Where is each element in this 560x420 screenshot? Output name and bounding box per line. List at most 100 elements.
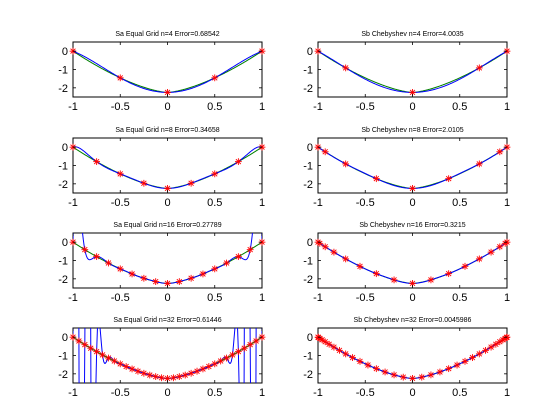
node-marker [175,278,183,285]
x-tick-label: -1 [313,387,323,399]
axes-frame [317,327,508,384]
node-marker [372,270,380,278]
node-marker [234,348,242,356]
node-marker [116,265,124,273]
node-marker [152,373,160,380]
node-marker [211,170,219,178]
y-tick-label: 0 [62,142,68,154]
x-tick-label: 0 [164,387,170,399]
y-tick-label: 0 [307,46,313,58]
node-marker [330,248,338,256]
x-tick-label: -0.5 [111,387,130,399]
x-tick-label: 0.5 [452,292,467,304]
x-tick-label: -0.5 [111,292,130,304]
node-marker [211,360,219,368]
y-tick-label: -2 [303,83,313,95]
node-marker [409,375,416,382]
y-tick-label: 0 [307,332,313,344]
chart-title: Sb Chebyshev n=8 Error=2.0105 [361,127,463,134]
node-marker [128,365,136,373]
x-tick-label: -0.5 [111,101,130,113]
x-tick-label: 0.5 [452,101,467,113]
y-tick-label: -2 [303,369,313,381]
node-marker [187,274,195,282]
node-marker [152,278,160,285]
y-tick-label: -2 [58,369,68,381]
node-marker [187,179,195,187]
node-marker [75,337,83,345]
x-tick-label: 1 [504,292,510,304]
node-marker [321,243,329,251]
x-tick-label: -0.5 [356,197,375,209]
node-marker [436,368,444,376]
chart-title: Sa Equal Grid n=4 Error=0.68542 [115,31,219,38]
y-tick-label: -2 [58,179,68,191]
chart-title: Sa Equal Grid n=32 Error=0.61446 [113,317,221,324]
node-marker [128,270,136,278]
chart-panel-4: -1 -0.5 0 0.5 10-1-2Sb Chebyshev n=8 Error=2… [303,127,511,209]
chart-panel-7: -1 -0.5 0 0.5 10-1-2Sa Equal Grid n=32 Error… [58,317,266,399]
node-marker [116,360,124,368]
y-tick-label: 0 [62,237,68,249]
node-marker [240,344,248,352]
x-tick-label: -0.5 [356,101,375,113]
x-tick-label: 0 [164,101,170,113]
axes-frame [72,232,263,289]
node-marker [199,365,207,373]
node-marker [390,276,398,284]
chart-title: Sb Chebyshev n=4 Error=4.0035 [361,31,463,38]
chart-panel-2: -1 -0.5 0 0.5 10-1-2Sb Chebyshev n=4 Error=4… [303,31,511,113]
node-marker [234,253,242,261]
x-tick-label: -1 [313,292,323,304]
chart-title: Sa Equal Grid n=8 Error=0.34658 [115,127,219,134]
x-tick-label: 0 [409,101,415,113]
y-tick-label: -2 [58,83,68,95]
node-marker [105,259,112,267]
y-tick-label: -1 [303,65,313,77]
axes-frame [317,232,508,289]
node-marker [99,351,106,359]
x-tick-label: 1 [259,292,265,304]
x-tick-label: 1 [259,387,265,399]
node-marker [349,354,356,361]
node-marker [445,365,453,373]
y-tick-label: -1 [303,351,313,363]
chart-title: Sa Equal Grid n=16 Error=0.27789 [113,222,221,229]
x-tick-label: -1 [313,101,323,113]
node-marker [496,243,504,251]
x-tick-label: -1 [68,101,78,113]
node-marker [336,346,343,354]
x-tick-label: 1 [259,101,265,113]
node-marker [187,369,195,377]
x-tick-label: -0.5 [356,292,375,304]
node-marker [399,373,407,381]
chart-panel-8: -1 -0.5 0 0.5 10-1-2Sb Chebyshev n=32 Error=… [303,317,511,399]
node-marker [482,346,489,354]
chart-panel-6: -1 -0.5 0 0.5 10-1-2Sb Chebyshev n=16 Error=… [303,222,511,304]
y-tick-label: 0 [62,332,68,344]
node-marker [93,348,101,356]
node-marker [234,158,242,166]
axes-frame [317,41,508,98]
x-tick-label: 0.5 [452,197,467,209]
node-marker [223,354,230,362]
x-tick-label: 0.5 [207,387,222,399]
axes-frame [72,41,263,98]
x-tick-label: 0.5 [207,292,222,304]
node-marker [175,373,183,380]
node-marker [453,361,461,369]
node-marker [110,357,118,365]
node-marker [445,175,453,183]
node-marker [475,255,483,263]
node-marker [475,64,483,72]
x-tick-label: 0 [409,197,415,209]
x-tick-label: -1 [68,197,78,209]
node-marker [475,160,483,168]
node-marker [246,246,254,254]
node-marker [93,253,101,261]
node-marker [199,270,207,278]
x-tick-label: 1 [259,197,265,209]
x-tick-label: 0 [164,197,170,209]
node-marker [316,239,324,247]
y-tick-label: -1 [58,161,68,173]
